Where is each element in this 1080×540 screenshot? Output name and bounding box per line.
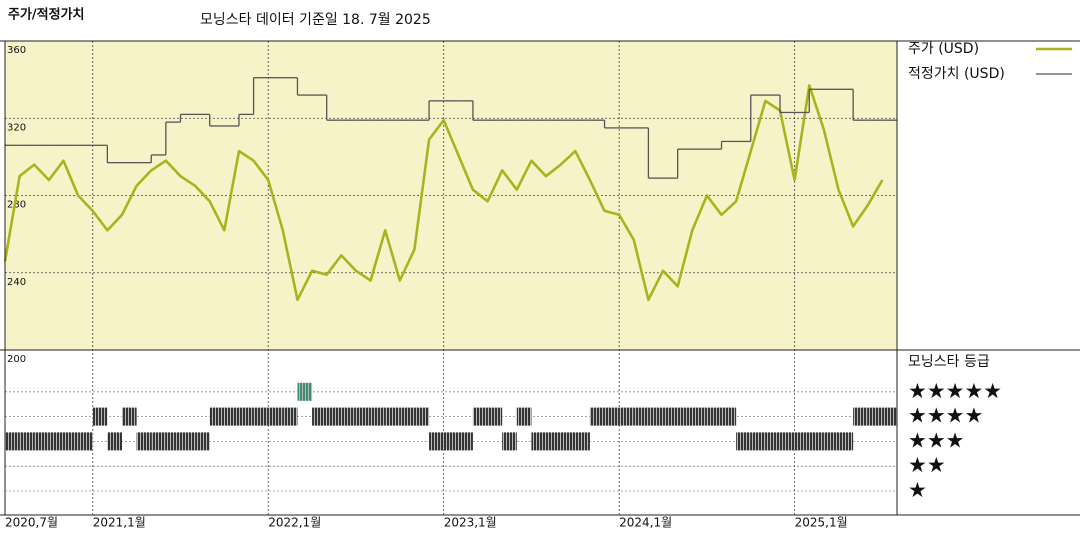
rating-bar [458, 432, 473, 451]
price-line [3, 84, 884, 302]
rating-bar [721, 407, 737, 426]
rating-bar [823, 432, 839, 451]
x-tick-label: 2021,1월 [93, 516, 146, 530]
x-tick-label: 2025,1월 [795, 516, 848, 530]
rating-bar [560, 432, 576, 451]
rating-bar [794, 432, 810, 451]
rating-bar [502, 432, 517, 451]
rating-bar [750, 432, 766, 451]
x-tick-label: 2020,7월 [5, 516, 58, 530]
rating-bar [165, 432, 181, 451]
y-tick-label: 280 [7, 200, 26, 211]
rating-bar [209, 407, 225, 426]
rating-bar [312, 407, 327, 426]
rating-bar [604, 407, 620, 426]
rating-bar [633, 407, 649, 426]
rating-bar [619, 407, 634, 426]
rating-bar [736, 432, 751, 451]
rating-bar [692, 407, 707, 426]
rating-legend-stars: ★ [908, 478, 927, 502]
rating-bar [355, 407, 371, 426]
rating-bar [546, 432, 561, 451]
rating-bar [385, 407, 400, 426]
rating-bar [838, 432, 854, 451]
rating-bar [472, 407, 488, 426]
rating-bar [136, 432, 152, 451]
rating-bar [92, 407, 108, 426]
rating-bar [487, 407, 503, 426]
rating-bar [809, 432, 824, 451]
rating-bar [297, 382, 313, 401]
rating-bar [443, 432, 459, 451]
rating-bar [663, 407, 678, 426]
x-tick-label: 2023,1월 [444, 516, 497, 530]
rating-bar [63, 432, 79, 451]
rating-bar [19, 432, 35, 451]
rating-bar [399, 407, 415, 426]
rating-bar [238, 407, 254, 426]
rating-legend-stars: ★★★★★ [908, 379, 1002, 403]
rating-bar [48, 432, 64, 451]
chart-title: 주가/적정가치 [8, 7, 85, 23]
x-tick-label: 2024,1월 [619, 516, 672, 530]
x-tick-label: 2022,1월 [268, 516, 321, 530]
chart-subtitle: 모닝스타 데이터 기준일 18. 7월 2025 [200, 12, 431, 28]
rating-bar [780, 432, 795, 451]
rating-bar [253, 407, 269, 426]
rating-bar [648, 407, 664, 426]
rating-legend-title: 모닝스타 등급 [908, 354, 990, 370]
y-tick-label: 320 [7, 122, 26, 133]
rating-bar [224, 407, 239, 426]
rating-bar [268, 407, 283, 426]
rating-bar [575, 432, 590, 451]
rating-bar [706, 407, 722, 426]
rating-legend-stars: ★★ [908, 453, 946, 477]
rating-bar [107, 432, 122, 451]
rating-bar [121, 407, 137, 426]
rating-bar [370, 407, 386, 426]
rating-bar [516, 407, 532, 426]
rating-bar [34, 432, 49, 451]
rating-bar [677, 407, 693, 426]
y-tick-label: 360 [7, 45, 26, 56]
rating-bar [882, 407, 897, 426]
rating-bar [414, 407, 430, 426]
rating-bar [5, 432, 20, 451]
rating-legend-stars: ★★★★ [908, 404, 983, 428]
rating-bar [867, 407, 883, 426]
rating-bar [853, 407, 868, 426]
y-tick-label: 240 [7, 277, 26, 288]
rating-bar [195, 432, 210, 451]
rating-bar [531, 432, 547, 451]
rating-bar [326, 407, 342, 426]
legend-label: 적정가치 (USD) [908, 66, 1005, 82]
rating-bar [341, 407, 356, 426]
y-tick-label: 200 [7, 354, 26, 365]
legend-label: 주가 (USD) [908, 41, 979, 57]
rating-legend-stars: ★★★ [908, 428, 964, 452]
rating-bar [151, 432, 166, 451]
rating-bar [765, 432, 781, 451]
rating-bar [429, 432, 444, 451]
rating-bar [282, 407, 298, 426]
rating-bar [180, 432, 196, 451]
rating-bar [78, 432, 93, 451]
rating-bar [589, 407, 605, 426]
